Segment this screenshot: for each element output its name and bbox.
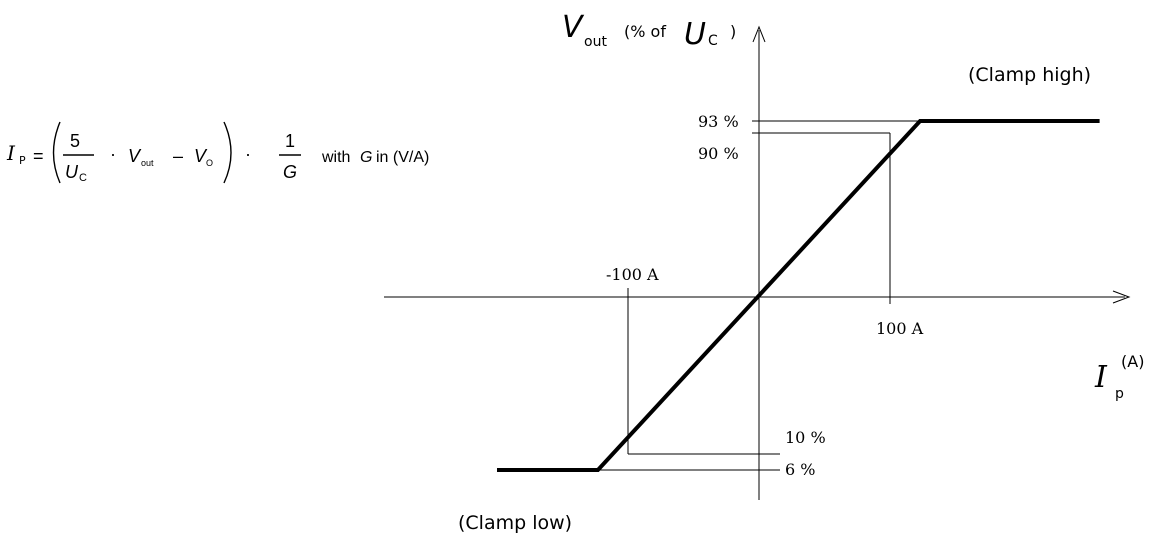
formula-equals: =	[33, 146, 44, 166]
formula-v-symbol: V	[128, 146, 142, 166]
formula-frac2-numerator: 1	[285, 131, 295, 151]
axes	[384, 25, 1131, 500]
x-axis-title: I p (A)	[1094, 352, 1144, 402]
formula-minus: –	[173, 146, 183, 166]
x-axis-subscript: p	[1115, 386, 1124, 402]
formula-v-subscript: out	[141, 158, 154, 168]
x-axis-symbol: I	[1094, 360, 1108, 395]
y-axis-unit-symbol: U	[684, 17, 706, 52]
clamp-high-label: (Clamp high)	[968, 64, 1091, 86]
tick-label-y-6: 6 %	[785, 460, 815, 479]
formula-vo-subscript: O	[206, 158, 213, 168]
formula-frac1-den-symbol: U	[65, 162, 79, 182]
formula-lhs-symbol: I	[6, 141, 16, 165]
y-axis-symbol: V	[562, 10, 585, 45]
tick-labels: 93 % 90 % 10 % 6 % -100 A 100 A	[606, 112, 924, 479]
y-axis-subscript: out	[584, 34, 607, 50]
formula-frac1-numerator: 5	[70, 131, 80, 151]
formula-with-unit: in (V/A)	[376, 149, 429, 166]
formula-right-paren	[223, 121, 232, 184]
y-axis-unit-subscript: C	[708, 33, 718, 49]
tick-label-y-93: 93 %	[698, 112, 739, 131]
transfer-curve	[497, 119, 1100, 472]
clamp-low-label: (Clamp low)	[458, 512, 572, 534]
x-axis-unit: (A)	[1121, 352, 1144, 371]
y-axis-unit-prefix: (% of	[624, 22, 666, 41]
x-axis-arrowhead	[1112, 290, 1131, 304]
y-axis-unit-suffix: )	[730, 22, 736, 41]
formula-frac1-den-subscript: C	[79, 172, 87, 184]
tick-label-y-90: 90 %	[698, 144, 739, 163]
formula-with-symbol: G	[360, 149, 372, 166]
reference-lines	[597, 120, 921, 471]
formula-left-paren	[52, 121, 61, 184]
formula-dot-1: ·	[110, 144, 116, 164]
y-axis-arrowhead	[752, 25, 766, 43]
formula-frac2-denominator: G	[283, 162, 297, 182]
tick-label-x-100: 100 A	[876, 319, 924, 338]
formula-dot-2: ·	[245, 144, 251, 164]
formula-vo-symbol: V	[194, 146, 208, 166]
tick-label-x-neg100: -100 A	[606, 265, 659, 284]
tick-label-y-10: 10 %	[785, 428, 826, 447]
formula-with-text: with	[321, 149, 350, 166]
formula-lhs-subscript: P	[19, 154, 26, 167]
y-axis-title: V out (% of U C )	[562, 10, 736, 52]
formula: I P = 5 U C · V out – V O · 1 G with G i…	[6, 121, 429, 184]
